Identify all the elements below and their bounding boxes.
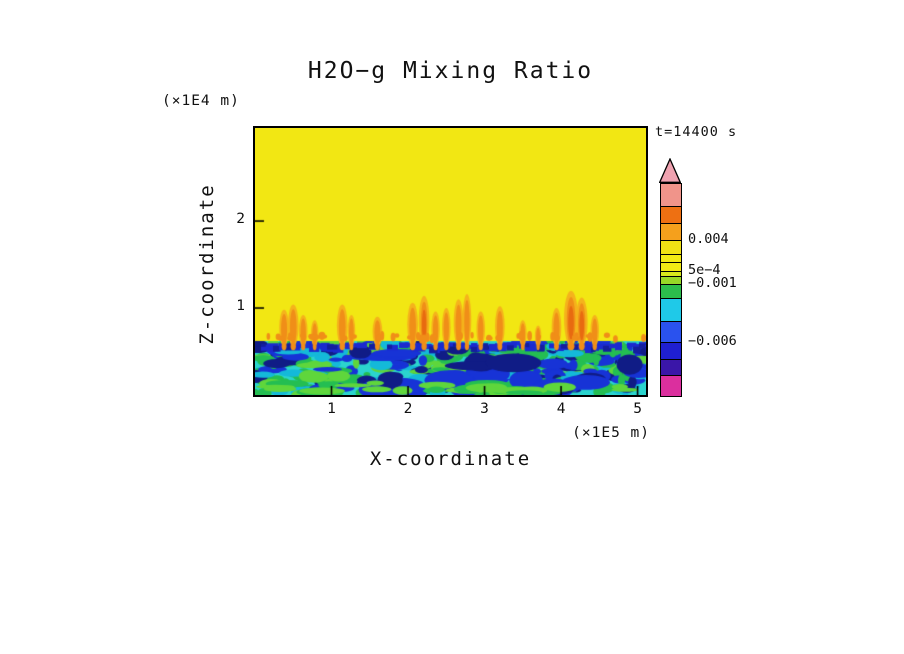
colorbar-level-line (661, 253, 681, 255)
colorbar-segment (661, 223, 681, 241)
heatmap-canvas (255, 128, 646, 395)
colorbar (660, 183, 682, 397)
colorbar-level-line (661, 341, 681, 343)
colorbar-arrow-icon (658, 157, 682, 187)
y-tick-label: 1 (236, 298, 245, 315)
chart-title: H2O−g Mixing Ratio (307, 58, 594, 84)
colorbar-segment (661, 341, 681, 359)
x-tick-label: 5 (633, 401, 642, 417)
colorbar-level-line (661, 223, 681, 225)
colorbar-level-line (661, 276, 681, 278)
x-axis-title: X-coordinate (369, 448, 532, 470)
colorbar-segment (661, 276, 681, 284)
y-axis-title: Z-coordinate (196, 183, 218, 345)
colorbar-segment (661, 262, 681, 271)
y-axis-unit-label: (×1E4 m) (162, 93, 240, 109)
colorbar-segment (661, 320, 681, 342)
colorbar-segment (661, 184, 681, 207)
colorbar-label: −0.006 (688, 332, 737, 349)
colorbar-segment (661, 298, 681, 321)
colorbar-label: 0.004 (688, 231, 729, 248)
colorbar-segment (661, 283, 681, 299)
colorbar-segment (661, 206, 681, 224)
colorbar-label: 5e−4 (688, 261, 721, 278)
colorbar-level-line (661, 206, 681, 208)
colorbar-level-line (661, 358, 681, 360)
x-tick-label: 3 (480, 401, 489, 417)
x-tick-label: 1 (327, 401, 336, 417)
time-annotation: t=14400 s (655, 124, 738, 140)
colorbar-label: −0.001 (688, 274, 737, 291)
colorbar-segment (661, 253, 681, 263)
colorbar-segment (661, 270, 681, 277)
colorbar-segment (661, 240, 681, 254)
colorbar-level-line (661, 283, 681, 285)
colorbar-level-line (661, 240, 681, 242)
x-tick-label: 4 (556, 401, 566, 417)
colorbar-level-line (661, 298, 681, 300)
y-tick-label: 2 (236, 211, 245, 228)
x-axis-unit-label: (×1E5 m) (572, 425, 650, 441)
colorbar-segment (661, 374, 681, 396)
colorbar-level-line (661, 374, 681, 376)
colorbar-level-line (661, 320, 681, 322)
colorbar-level-line (661, 262, 681, 264)
x-tick-label: 2 (403, 401, 413, 417)
colorbar-level-line (661, 270, 681, 272)
colorbar-segment (661, 358, 681, 375)
plot-area (253, 126, 648, 397)
